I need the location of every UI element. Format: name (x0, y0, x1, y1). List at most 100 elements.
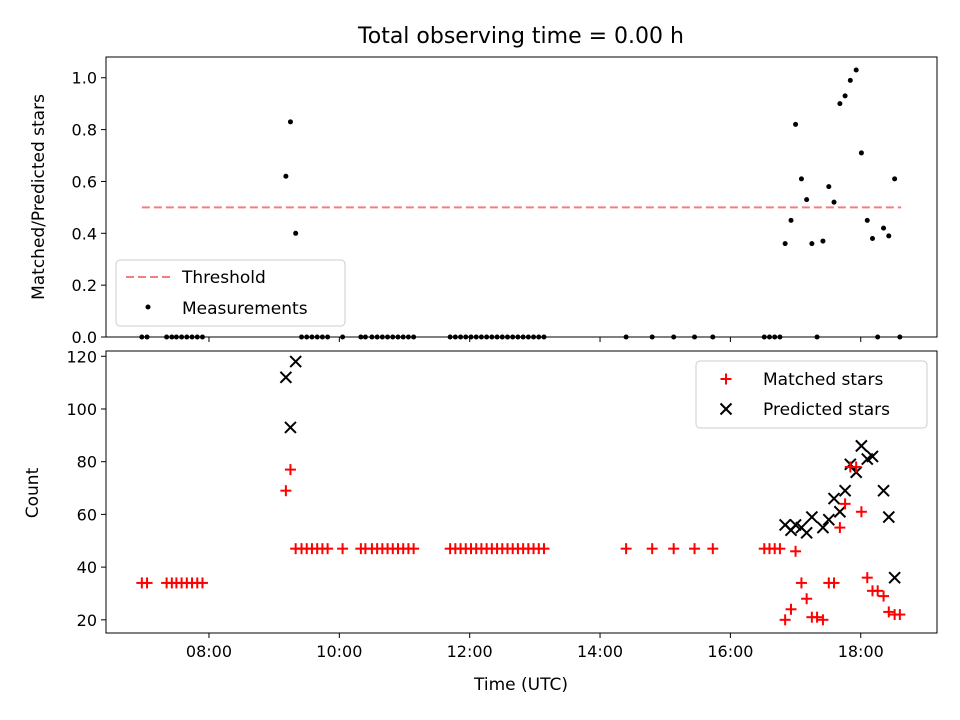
x-tick-label: 14:00 (577, 642, 623, 661)
measurement-point (858, 150, 864, 156)
predicted-star-point (855, 439, 868, 453)
matched-star-point (817, 614, 829, 626)
matched-star-point (878, 590, 890, 602)
predicted-star-point (866, 450, 879, 463)
x-tick-label: 08:00 (186, 642, 232, 661)
measurement-point (853, 67, 859, 73)
matched-star-point (646, 543, 658, 555)
x-tick-label: 18:00 (838, 642, 884, 661)
predicted-star-point (882, 510, 895, 524)
y-tick-label: 40 (77, 558, 97, 577)
matched-star-point (795, 577, 807, 589)
x-tick-label: 12:00 (447, 642, 493, 661)
y-axis-label-ratio: Matched/Predicted stars (29, 94, 49, 300)
bottom-y-ticks: 20 40 60 80 100 120 (66, 347, 106, 630)
bottom-legend: Matched stars Predicted stars (695, 360, 928, 429)
matched-star-point (141, 577, 153, 589)
measurement-point (788, 217, 794, 223)
measurement-point (293, 230, 299, 236)
y-axis-label-count: Count (23, 467, 43, 518)
predicted-star-point (284, 421, 297, 434)
legend-predicted-key (719, 402, 733, 416)
predicted-star-point (827, 492, 841, 505)
legend-plus-marker (720, 373, 732, 385)
matched-star-point (196, 577, 208, 589)
y-tick-label: 60 (77, 505, 97, 524)
matched-star-point (280, 485, 292, 497)
legend-matched-key (720, 373, 732, 385)
matched-star-point (774, 543, 786, 555)
measurement-point (869, 235, 875, 241)
predicted-star-point (289, 355, 302, 368)
matched-star-point (668, 543, 680, 555)
predicted-star-point (833, 505, 847, 518)
y-tick-label: 0.4 (72, 224, 97, 243)
y-tick-label: 100 (66, 400, 97, 419)
legend-x-marker (719, 402, 733, 416)
matched-star-point (894, 609, 906, 621)
top-panel: Total observing time = 0.00 h Matched/Pr… (29, 24, 938, 347)
measurement-point (283, 173, 289, 179)
legend-measurements-key (145, 304, 151, 310)
matched-star-point (620, 543, 632, 555)
legend-measurements-label: Measurements (182, 299, 308, 319)
measurement-point (782, 241, 788, 247)
predicted-star-point (822, 513, 836, 526)
predicted-star-point (816, 521, 830, 534)
measurement-point (287, 119, 293, 125)
y-tick-label: 0.6 (72, 172, 97, 191)
matched-star-point (689, 543, 701, 555)
matched-star-point (872, 585, 884, 597)
predicted-star-point (877, 484, 890, 497)
chart-title: Total observing time = 0.00 h (357, 24, 684, 49)
measurement-point (831, 199, 837, 205)
matched-star-point (811, 611, 823, 623)
measurement-point (886, 233, 892, 239)
matched-star-point (337, 543, 349, 555)
measurement-point (842, 93, 848, 99)
legend-threshold-label: Threshold (181, 268, 266, 288)
measurement-point (793, 121, 799, 127)
x-axis-label: Time (UTC) (473, 675, 568, 695)
bottom-panel: Count Time (UTC) 20 40 60 80 100 120 08:00 10:… (23, 347, 938, 695)
matched-star-point (322, 543, 334, 555)
matched-star-point (801, 593, 813, 605)
matched-star-point (779, 614, 791, 626)
bottom-axes-frame (105, 350, 938, 634)
predicted-star-point (805, 510, 819, 524)
top-x-ticks (208, 337, 862, 342)
top-y-ticks: 0.0 0.2 0.4 0.6 0.8 1.0 (72, 69, 106, 347)
bottom-x-ticks: 08:00 10:00 12:00 14:00 16:00 18:00 (186, 633, 884, 661)
matched-star-point (855, 506, 867, 518)
matched-star-point (785, 603, 797, 615)
legend-box (115, 259, 346, 327)
y-tick-label: 20 (77, 611, 97, 630)
matched-star-point (861, 572, 873, 584)
measurement-point (826, 184, 832, 190)
matched-star-point (538, 543, 550, 555)
y-tick-label: 0.2 (72, 276, 97, 295)
matched-star-point (284, 464, 296, 476)
top-legend: Threshold Measurements (115, 259, 346, 327)
y-tick-label: 0.0 (72, 328, 97, 347)
matched-star-point (828, 577, 840, 589)
y-tick-label: 120 (66, 347, 97, 366)
measurement-point (864, 217, 870, 223)
legend-predicted-label: Predicted stars (763, 400, 890, 420)
legend-matched-label: Matched stars (763, 370, 883, 390)
y-tick-label: 80 (77, 453, 97, 472)
measurement-point (847, 77, 853, 83)
top-axes-frame (105, 56, 938, 338)
measurement-point (820, 238, 826, 244)
matched-star-point (883, 606, 895, 618)
predicted-star-point (888, 571, 901, 584)
matched-star-point (408, 543, 420, 555)
matched-star-point (707, 543, 719, 555)
measurement-point (804, 197, 810, 203)
predicted-star-point (838, 484, 852, 497)
x-tick-label: 10:00 (316, 642, 362, 661)
matched-star-point (834, 522, 846, 534)
matched-star-point (839, 498, 851, 510)
